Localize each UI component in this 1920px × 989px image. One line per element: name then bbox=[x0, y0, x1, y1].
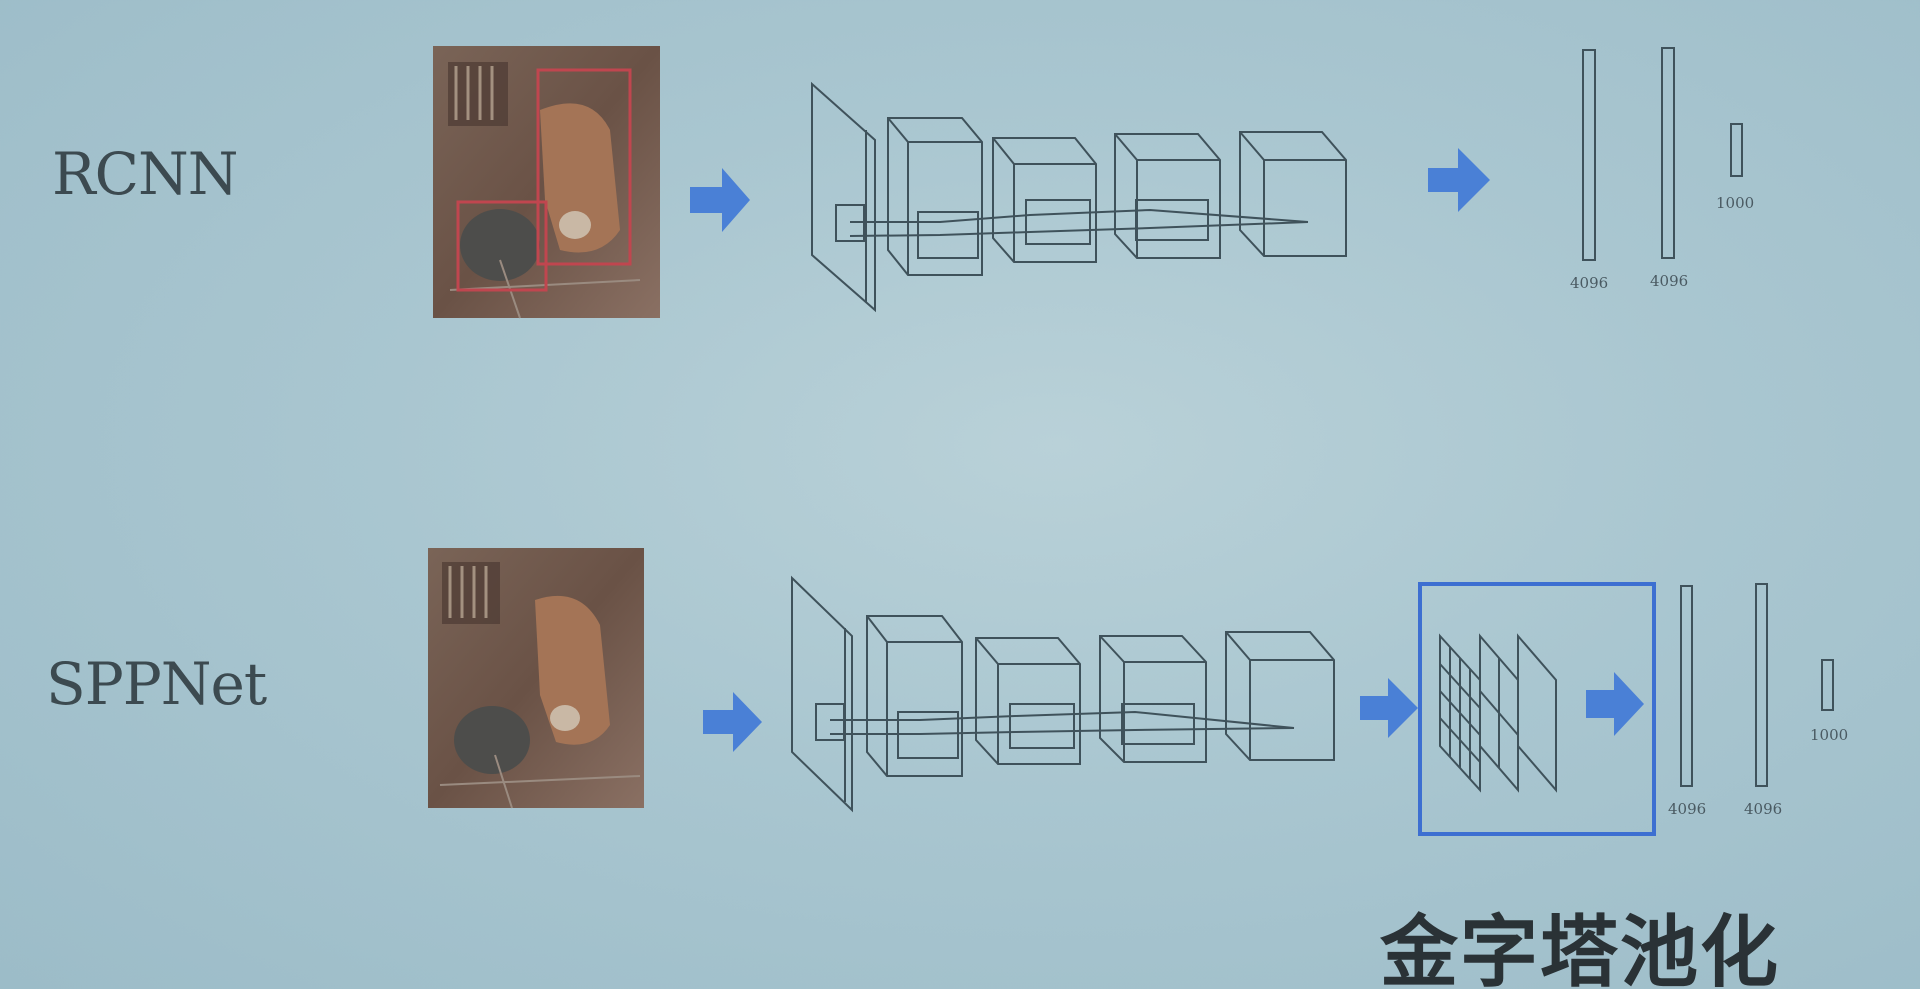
rcnn-conv-block-1 bbox=[887, 117, 983, 276]
sppnet-conv-block-3 bbox=[1099, 635, 1207, 763]
rcnn-row: 4096 4096 1000 bbox=[433, 46, 1754, 319]
rcnn-input-photo bbox=[433, 46, 660, 319]
spp-pyramid-level-1 bbox=[1439, 633, 1481, 793]
sppnet-fc-label-2: 4096 bbox=[1744, 800, 1782, 818]
rcnn-fc-bar-1 bbox=[1582, 49, 1596, 261]
sppnet-fc-label-1: 4096 bbox=[1668, 800, 1706, 818]
right-arrow-icon bbox=[1586, 672, 1644, 736]
right-arrow-icon bbox=[703, 692, 762, 752]
spp-pyramid-level-3 bbox=[1517, 633, 1557, 793]
sppnet-conv-block-4 bbox=[1225, 631, 1335, 761]
sppnet-conv-block-1 bbox=[866, 615, 963, 777]
sppnet-input-plane bbox=[791, 575, 853, 813]
sppnet-label: SPPNet bbox=[46, 650, 267, 718]
rcnn-input-plane bbox=[811, 81, 876, 313]
right-arrow-icon bbox=[1360, 678, 1418, 738]
rcnn-label: RCNN bbox=[52, 140, 239, 208]
right-arrow-icon bbox=[690, 168, 750, 232]
rcnn-fc-bar-2 bbox=[1661, 47, 1675, 259]
rcnn-proposal-box-1 bbox=[456, 200, 548, 292]
rcnn-fc-label-2: 4096 bbox=[1650, 272, 1688, 290]
right-arrow-icon bbox=[1428, 148, 1490, 212]
spp-highlight-box bbox=[1418, 582, 1656, 836]
sppnet-fc-bar-2 bbox=[1755, 583, 1768, 787]
rcnn-fc-label-1: 4096 bbox=[1570, 274, 1608, 292]
rcnn-conv-block-2 bbox=[992, 137, 1097, 263]
sppnet-row: 4096 4096 1000 bbox=[428, 548, 1848, 836]
rcnn-conv-block-4 bbox=[1239, 131, 1347, 257]
rcnn-proposal-box-2 bbox=[536, 68, 632, 266]
rcnn-fc-label-3: 1000 bbox=[1716, 194, 1754, 212]
spp-pyramid-level-2 bbox=[1479, 633, 1519, 793]
rcnn-fc-bar-3 bbox=[1730, 123, 1743, 177]
rcnn-fc-layers: 4096 4096 1000 bbox=[1570, 47, 1754, 292]
sppnet-receptive-lines bbox=[830, 710, 1295, 735]
sppnet-conv-block-2 bbox=[975, 637, 1081, 765]
sppnet-fc-label-3: 1000 bbox=[1810, 726, 1848, 744]
sppnet-fc-bar-1 bbox=[1680, 585, 1693, 787]
rcnn-conv-block-3 bbox=[1114, 133, 1221, 259]
sppnet-fc-layers: 4096 4096 1000 bbox=[1668, 583, 1848, 818]
sppnet-input-photo bbox=[428, 548, 644, 809]
sppnet-fc-bar-3 bbox=[1821, 659, 1834, 711]
rcnn-receptive-lines bbox=[849, 208, 1309, 237]
spp-caption: 金字塔池化 bbox=[1380, 908, 1781, 989]
